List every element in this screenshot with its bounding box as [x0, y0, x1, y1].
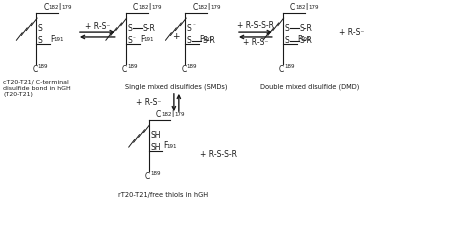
Text: C: C — [44, 3, 49, 12]
Text: C: C — [156, 109, 161, 118]
Text: 182: 182 — [198, 5, 208, 10]
Text: Single mixed disulfides (SMDs): Single mixed disulfides (SMDs) — [125, 83, 228, 90]
Text: 179: 179 — [210, 5, 221, 10]
Text: SH: SH — [150, 131, 161, 140]
Text: 189: 189 — [37, 64, 48, 69]
Text: 179: 179 — [174, 112, 184, 117]
Text: I: I — [148, 3, 150, 12]
Text: S: S — [187, 36, 191, 46]
Text: + R-S⁻: + R-S⁻ — [85, 22, 110, 31]
Text: ⁻: ⁻ — [192, 24, 195, 29]
Text: S: S — [187, 24, 191, 33]
Text: 191: 191 — [143, 37, 154, 42]
Text: 182: 182 — [295, 5, 306, 10]
Text: S-R: S-R — [300, 24, 312, 33]
Text: C: C — [290, 3, 295, 12]
Text: 179: 179 — [62, 5, 72, 10]
Text: + R-S-S-R: + R-S-S-R — [237, 21, 274, 30]
Text: S-R: S-R — [300, 36, 312, 46]
Text: + R-S⁻: + R-S⁻ — [339, 28, 365, 37]
Text: I: I — [171, 109, 173, 118]
Text: 179: 179 — [151, 5, 162, 10]
Text: I: I — [208, 3, 210, 12]
Text: F: F — [51, 35, 55, 44]
Text: C: C — [182, 65, 187, 74]
Text: Double mixed disulfide (DMD): Double mixed disulfide (DMD) — [260, 83, 359, 90]
Text: 191: 191 — [54, 37, 64, 42]
Text: ⁻: ⁻ — [133, 37, 136, 42]
Text: 182: 182 — [138, 5, 148, 10]
Text: C: C — [33, 65, 38, 74]
Text: 189: 189 — [284, 64, 295, 69]
Text: +: + — [172, 32, 179, 41]
Text: 182: 182 — [161, 112, 171, 117]
Text: F: F — [140, 35, 145, 44]
Text: 179: 179 — [308, 5, 319, 10]
Text: 182: 182 — [48, 5, 59, 10]
Text: I: I — [305, 3, 307, 12]
Text: 191: 191 — [300, 37, 310, 42]
Text: C: C — [133, 3, 138, 12]
Text: C: C — [122, 65, 128, 74]
Text: S: S — [127, 24, 132, 33]
Text: 189: 189 — [150, 171, 161, 176]
Text: S: S — [37, 36, 43, 46]
Text: 189: 189 — [187, 64, 197, 69]
Text: S-R: S-R — [202, 36, 215, 46]
Text: I: I — [59, 3, 61, 12]
Text: SH: SH — [150, 143, 161, 152]
Text: F: F — [163, 141, 167, 150]
Text: rT20-T21/free thiols in hGH: rT20-T21/free thiols in hGH — [118, 192, 209, 198]
Text: + R-S-S-R: + R-S-S-R — [200, 150, 237, 159]
Text: F: F — [200, 35, 204, 44]
Text: C: C — [145, 172, 150, 181]
Text: cT20-T21/ C-terminal
disulfide bond in hGH
(T20-T21): cT20-T21/ C-terminal disulfide bond in h… — [3, 79, 71, 97]
Text: F: F — [297, 35, 301, 44]
Text: C: C — [279, 65, 284, 74]
Text: S: S — [127, 36, 132, 46]
Text: S: S — [284, 36, 289, 46]
Text: 191: 191 — [166, 144, 176, 149]
Text: S: S — [37, 24, 43, 33]
Text: S: S — [284, 24, 289, 33]
Text: C: C — [192, 3, 198, 12]
Text: 189: 189 — [127, 64, 137, 69]
Text: 191: 191 — [203, 37, 213, 42]
Text: S-R: S-R — [143, 24, 155, 33]
Text: + R-S⁻: + R-S⁻ — [243, 38, 268, 47]
Text: + R-S⁻: + R-S⁻ — [136, 98, 161, 107]
